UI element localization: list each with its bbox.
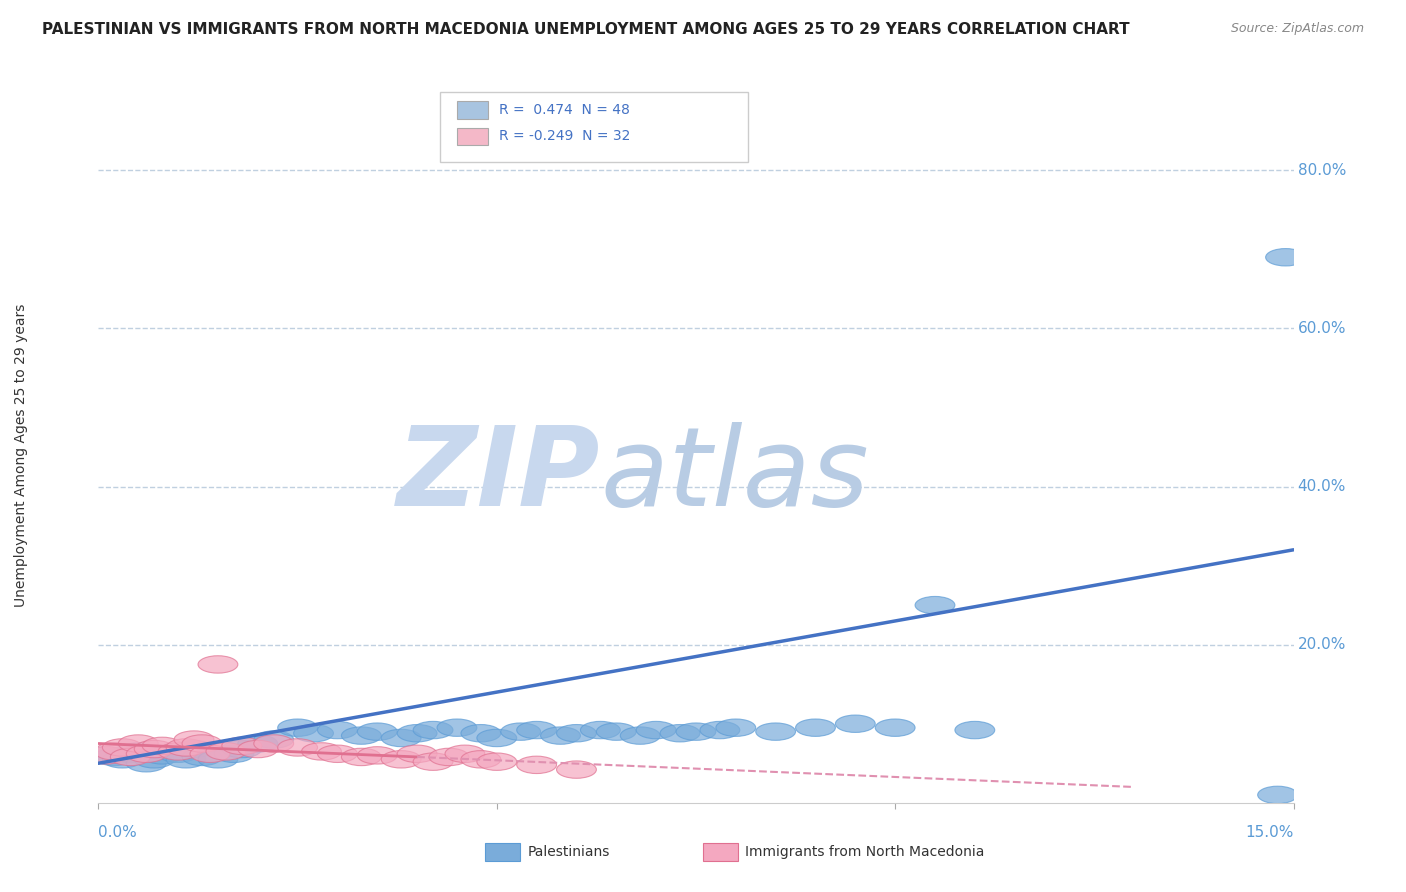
- Ellipse shape: [253, 731, 294, 748]
- Ellipse shape: [166, 751, 207, 768]
- Ellipse shape: [381, 751, 422, 768]
- Ellipse shape: [190, 745, 231, 763]
- Ellipse shape: [557, 724, 596, 742]
- Text: 60.0%: 60.0%: [1298, 321, 1346, 336]
- Text: atlas: atlas: [600, 422, 869, 529]
- Ellipse shape: [111, 745, 150, 763]
- Ellipse shape: [541, 727, 581, 744]
- Ellipse shape: [796, 719, 835, 737]
- Ellipse shape: [103, 751, 142, 768]
- Ellipse shape: [477, 730, 517, 747]
- Ellipse shape: [214, 745, 254, 763]
- Ellipse shape: [111, 748, 150, 765]
- Text: PALESTINIAN VS IMMIGRANTS FROM NORTH MACEDONIA UNEMPLOYMENT AMONG AGES 25 TO 29 : PALESTINIAN VS IMMIGRANTS FROM NORTH MAC…: [42, 22, 1130, 37]
- Ellipse shape: [381, 730, 422, 747]
- Ellipse shape: [238, 740, 278, 757]
- Ellipse shape: [277, 719, 318, 737]
- Ellipse shape: [835, 715, 875, 732]
- Ellipse shape: [342, 727, 381, 744]
- Ellipse shape: [87, 747, 127, 764]
- Ellipse shape: [118, 735, 159, 752]
- Text: R =  0.474  N = 48: R = 0.474 N = 48: [499, 103, 630, 117]
- Text: ZIP: ZIP: [396, 422, 600, 529]
- Text: 15.0%: 15.0%: [1246, 825, 1294, 840]
- Text: R = -0.249  N = 32: R = -0.249 N = 32: [499, 129, 630, 144]
- Ellipse shape: [342, 748, 381, 765]
- Text: 20.0%: 20.0%: [1298, 637, 1346, 652]
- Ellipse shape: [238, 735, 278, 752]
- Ellipse shape: [135, 751, 174, 768]
- Ellipse shape: [127, 755, 166, 772]
- Ellipse shape: [620, 727, 661, 744]
- Text: 0.0%: 0.0%: [98, 825, 138, 840]
- Ellipse shape: [413, 722, 453, 739]
- Text: Immigrants from North Macedonia: Immigrants from North Macedonia: [745, 845, 984, 859]
- Ellipse shape: [461, 724, 501, 742]
- Ellipse shape: [222, 740, 262, 757]
- Ellipse shape: [127, 745, 166, 763]
- Ellipse shape: [357, 723, 398, 740]
- Ellipse shape: [183, 748, 222, 765]
- Ellipse shape: [444, 745, 485, 763]
- Ellipse shape: [135, 740, 174, 757]
- Ellipse shape: [318, 722, 357, 739]
- Ellipse shape: [87, 747, 127, 764]
- Ellipse shape: [159, 743, 198, 760]
- Ellipse shape: [174, 740, 214, 757]
- Ellipse shape: [517, 756, 557, 773]
- Text: Unemployment Among Ages 25 to 29 years: Unemployment Among Ages 25 to 29 years: [14, 303, 28, 607]
- Ellipse shape: [159, 745, 198, 763]
- Text: Palestinians: Palestinians: [527, 845, 610, 859]
- Ellipse shape: [398, 724, 437, 742]
- Ellipse shape: [429, 748, 470, 765]
- Ellipse shape: [94, 743, 135, 760]
- Ellipse shape: [700, 722, 740, 739]
- Ellipse shape: [174, 731, 214, 748]
- Ellipse shape: [183, 735, 222, 752]
- Text: Source: ZipAtlas.com: Source: ZipAtlas.com: [1230, 22, 1364, 36]
- Ellipse shape: [501, 723, 540, 740]
- Ellipse shape: [517, 722, 557, 739]
- Ellipse shape: [413, 753, 453, 771]
- Ellipse shape: [318, 745, 357, 763]
- Text: 80.0%: 80.0%: [1298, 163, 1346, 178]
- Ellipse shape: [557, 761, 596, 779]
- Ellipse shape: [198, 656, 238, 673]
- Ellipse shape: [301, 743, 342, 760]
- Ellipse shape: [716, 719, 756, 737]
- Ellipse shape: [876, 719, 915, 737]
- Ellipse shape: [756, 723, 796, 740]
- Ellipse shape: [955, 722, 994, 739]
- Ellipse shape: [166, 739, 207, 756]
- Ellipse shape: [222, 737, 262, 755]
- Ellipse shape: [1265, 249, 1305, 266]
- Ellipse shape: [596, 723, 636, 740]
- Ellipse shape: [461, 751, 501, 768]
- Text: 40.0%: 40.0%: [1298, 479, 1346, 494]
- Ellipse shape: [581, 722, 620, 739]
- Ellipse shape: [207, 743, 246, 760]
- Ellipse shape: [357, 747, 398, 764]
- Ellipse shape: [398, 745, 437, 763]
- Ellipse shape: [437, 719, 477, 737]
- Ellipse shape: [253, 735, 294, 752]
- Ellipse shape: [1257, 786, 1298, 804]
- Ellipse shape: [142, 747, 183, 764]
- Ellipse shape: [915, 597, 955, 614]
- Ellipse shape: [103, 739, 142, 756]
- Ellipse shape: [198, 751, 238, 768]
- Ellipse shape: [277, 739, 318, 756]
- Ellipse shape: [477, 753, 517, 771]
- Ellipse shape: [294, 724, 333, 742]
- Ellipse shape: [661, 724, 700, 742]
- Ellipse shape: [94, 748, 135, 765]
- Ellipse shape: [118, 743, 159, 760]
- Ellipse shape: [637, 722, 676, 739]
- Ellipse shape: [142, 737, 183, 755]
- Ellipse shape: [676, 723, 716, 740]
